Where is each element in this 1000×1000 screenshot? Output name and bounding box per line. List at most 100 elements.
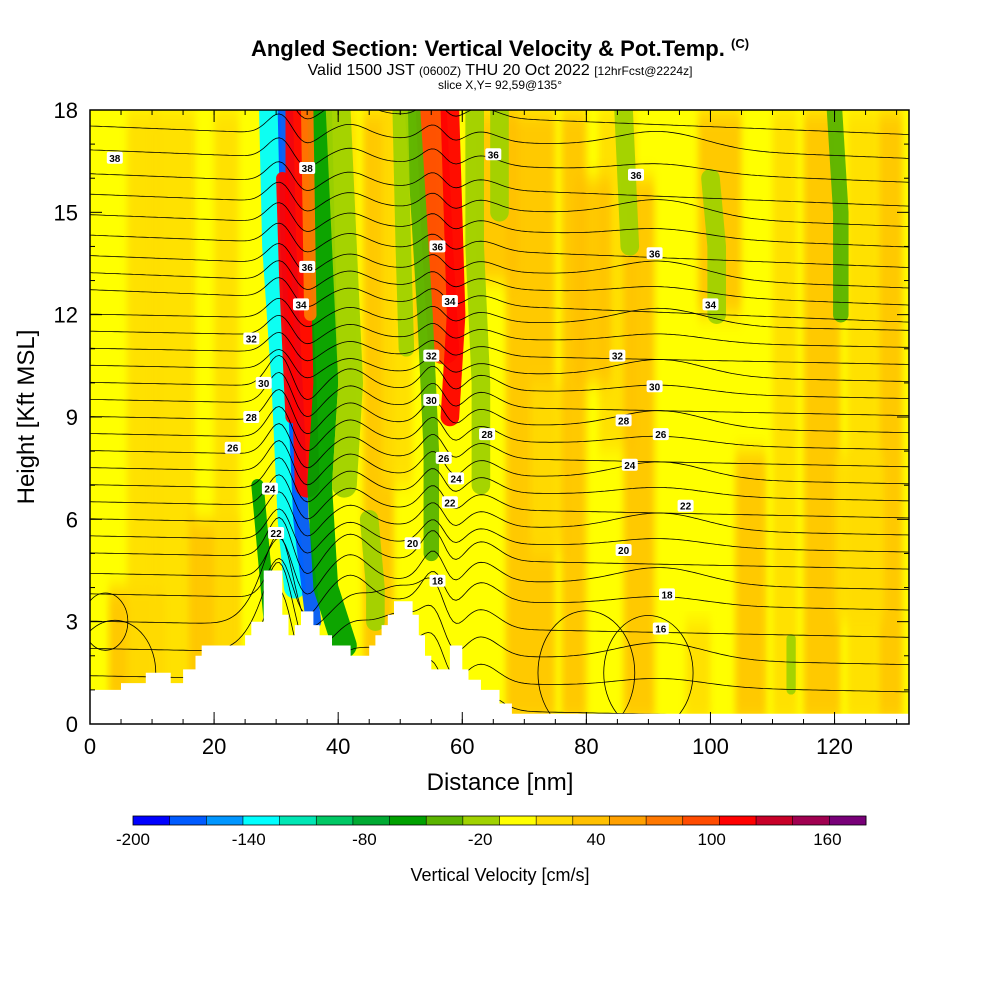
colorbar-segment	[462, 816, 500, 825]
x-tick-label: 60	[450, 734, 474, 759]
contour-label-bg	[435, 451, 452, 464]
contour-label-text: 34	[705, 300, 717, 311]
y-axis-label: Height [Kft MSL]	[13, 330, 40, 505]
theta-contour-line	[90, 181, 909, 227]
copyright-mark: (C)	[731, 36, 750, 51]
velocity-region	[152, 110, 196, 724]
theta-contour-line	[90, 389, 909, 435]
velocity-streak	[325, 110, 363, 498]
contour-label-text: 38	[109, 154, 121, 165]
contour-label-bg	[299, 260, 316, 273]
x-tick-label: 80	[574, 734, 598, 759]
contour-label-bg	[615, 544, 632, 556]
velocity-region	[834, 451, 885, 622]
y-tick-label: 18	[54, 98, 78, 123]
contour-label: 30	[255, 376, 272, 390]
contour-label-bg	[702, 298, 719, 311]
colorbar: -200 -140 -80 -20 40 100 160	[116, 815, 867, 849]
valid-zulu: (0600Z)	[419, 64, 462, 78]
theta-contour-line	[90, 222, 909, 268]
contour-label: 18	[429, 574, 446, 588]
colorbar-segment	[499, 816, 537, 825]
contour-label-bg	[479, 428, 496, 441]
contour-label-bg	[429, 240, 446, 253]
theta-contour-line	[90, 508, 909, 554]
contour-label-bg	[423, 393, 440, 406]
contour-label-bg	[261, 482, 278, 495]
theta-contour-line	[90, 161, 909, 207]
contour-label: 20	[615, 544, 632, 557]
contour-label: 24	[621, 458, 638, 472]
theta-contour-line	[90, 440, 909, 486]
contour-label-bg	[621, 458, 638, 471]
colorbar-tick-label: 40	[586, 830, 605, 849]
contour-label-bg	[268, 527, 285, 539]
contour-label-bg	[677, 499, 694, 512]
contour-label-text: 28	[246, 413, 258, 424]
contour-label: 22	[677, 499, 694, 513]
contour-label-text: 34	[444, 297, 456, 308]
contour-label-text: 26	[438, 454, 450, 465]
contour-label: 22	[268, 527, 285, 540]
velocity-region	[214, 110, 239, 724]
contour-label-bg	[106, 151, 123, 164]
theta-contour-line	[90, 406, 909, 452]
velocity-streak	[301, 110, 317, 321]
theta-contours	[90, 110, 909, 724]
contour-label: 36	[628, 168, 644, 182]
contour-label-bg	[646, 247, 663, 260]
velocity-region	[623, 178, 655, 724]
x-tick-label: 100	[692, 734, 729, 759]
colorbar-segment	[352, 816, 391, 825]
y-tick-label: 3	[66, 610, 78, 635]
contour-label: 32	[243, 332, 260, 346]
contour-label: 34	[702, 298, 719, 311]
contour-label: 22	[441, 496, 458, 509]
y-tick-label: 12	[54, 303, 78, 328]
contour-label-text: 36	[630, 171, 642, 182]
contour-label-bg	[646, 380, 663, 393]
forecast-info: [12hrFcst@2224z]	[594, 64, 693, 78]
theta-contour-line	[90, 517, 909, 575]
contour-label-text: 28	[618, 416, 630, 427]
theta-contour-closed	[90, 592, 129, 651]
colorbar-segment	[389, 816, 427, 825]
theta-contour-line	[295, 110, 909, 135]
velocity-streak	[259, 110, 306, 599]
colorbar-tick-label: -80	[352, 830, 377, 849]
chart-title: Angled Section: Vertical Velocity & Pot.…	[0, 36, 1000, 62]
colorbar-segment	[719, 816, 757, 825]
colorbar-tick-label: -140	[232, 830, 266, 849]
contour-label-bg	[441, 295, 458, 307]
colorbar-segment	[536, 816, 574, 825]
theta-contour-line	[90, 113, 909, 159]
velocity-field	[90, 110, 909, 724]
contour-label: 34	[441, 295, 458, 308]
contour-label-text: 32	[246, 335, 258, 346]
contour-label-bg	[441, 496, 458, 509]
colorbar-segment	[242, 816, 281, 825]
contour-label: 24	[261, 482, 278, 496]
colorbar-segment	[279, 816, 317, 825]
contour-label: 26	[224, 441, 241, 455]
colorbar-segment	[792, 816, 830, 825]
contour-label: 38	[299, 162, 316, 175]
contour-label: 28	[479, 428, 496, 441]
colorbar-segment	[646, 816, 684, 825]
contour-label-text: 30	[258, 379, 270, 390]
contour-label: 30	[423, 393, 440, 407]
contour-label: 30	[646, 380, 663, 393]
contour-label-text: 30	[426, 396, 438, 407]
contour-label: 34	[293, 298, 309, 311]
x-tick-label: 0	[84, 734, 96, 759]
colorbar-tick-label: 160	[813, 830, 841, 849]
terrain	[90, 570, 909, 724]
contour-label: 36	[429, 240, 446, 253]
chart-title-main: Angled Section: Vertical Velocity & Pot.…	[250, 36, 725, 61]
colorbar-segment	[609, 816, 647, 825]
x-tick-label: 120	[816, 734, 853, 759]
velocity-streak	[440, 110, 466, 427]
contour-label-text: 36	[302, 263, 314, 274]
contour-label-bg	[404, 537, 421, 550]
